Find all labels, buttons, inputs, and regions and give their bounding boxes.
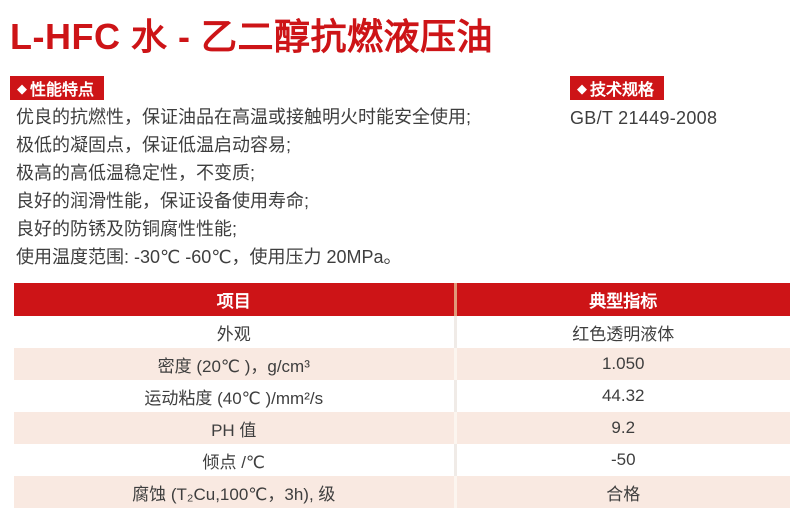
feature-item: 极高的高低温稳定性，不变质;	[16, 163, 255, 183]
property-name: 密度 (20℃ )，g/cm³	[14, 348, 455, 380]
feature-item: 极低的凝固点，保证低温启动容易;	[16, 135, 291, 155]
table-row: 运动粘度 (40℃ )/mm²/s 44.32	[14, 380, 790, 412]
table-row: PH 值 9.2	[14, 412, 790, 444]
page-title: L-HFC 水 - 乙二醇抗燃液压油	[10, 16, 493, 57]
feature-item: 优良的抗燃性，保证油品在高温或接触明火时能安全使用;	[16, 107, 471, 127]
table-row: 密度 (20℃ )，g/cm³ 1.050	[14, 348, 790, 380]
table-row: 外观 红色透明液体	[14, 316, 790, 348]
spec-table: 项目 典型指标 外观 红色透明液体 密度 (20℃ )，g/cm³ 1.050 …	[14, 283, 790, 508]
table-header-row: 项目 典型指标	[14, 283, 790, 316]
diamond-icon: ◆	[577, 80, 587, 96]
standard-number: GB/T 21449-2008	[570, 108, 718, 128]
features-heading: 性能特点	[30, 82, 95, 99]
property-value: -50	[453, 444, 790, 476]
feature-item: 良好的润滑性能，保证设备使用寿命;	[16, 191, 309, 211]
property-name: 外观	[14, 316, 455, 348]
property-value: 44.32	[453, 380, 790, 412]
feature-item: 使用温度范围: -30℃ -60℃，使用压力 20MPa。	[16, 247, 402, 267]
specs-section-badge: ◆ 技术规格	[570, 76, 665, 100]
property-value: 合格	[453, 476, 790, 508]
table-row: 倾点 /℃ -50	[14, 444, 790, 476]
property-value: 9.2	[453, 412, 790, 444]
table-header-typical-value: 典型指标	[453, 283, 790, 316]
table-header-item: 项目	[14, 283, 455, 316]
features-section-badge: ◆ 性能特点	[10, 76, 105, 100]
specs-heading: 技术规格	[590, 82, 655, 99]
table-row: 腐蚀 (T₂Cu,100℃，3h), 级 合格	[14, 476, 790, 508]
property-name: PH 值	[14, 412, 455, 444]
property-name: 腐蚀 (T₂Cu,100℃，3h), 级	[14, 476, 455, 508]
diamond-icon: ◆	[17, 80, 27, 96]
feature-list: 优良的抗燃性，保证油品在高温或接触明火时能安全使用; 极低的凝固点，保证低温启动…	[16, 103, 471, 271]
property-name: 运动粘度 (40℃ )/mm²/s	[14, 380, 455, 412]
property-value: 1.050	[453, 348, 790, 380]
property-value: 红色透明液体	[453, 316, 790, 348]
property-name: 倾点 /℃	[14, 444, 455, 476]
feature-item: 良好的防锈及防铜腐性性能;	[16, 219, 237, 239]
